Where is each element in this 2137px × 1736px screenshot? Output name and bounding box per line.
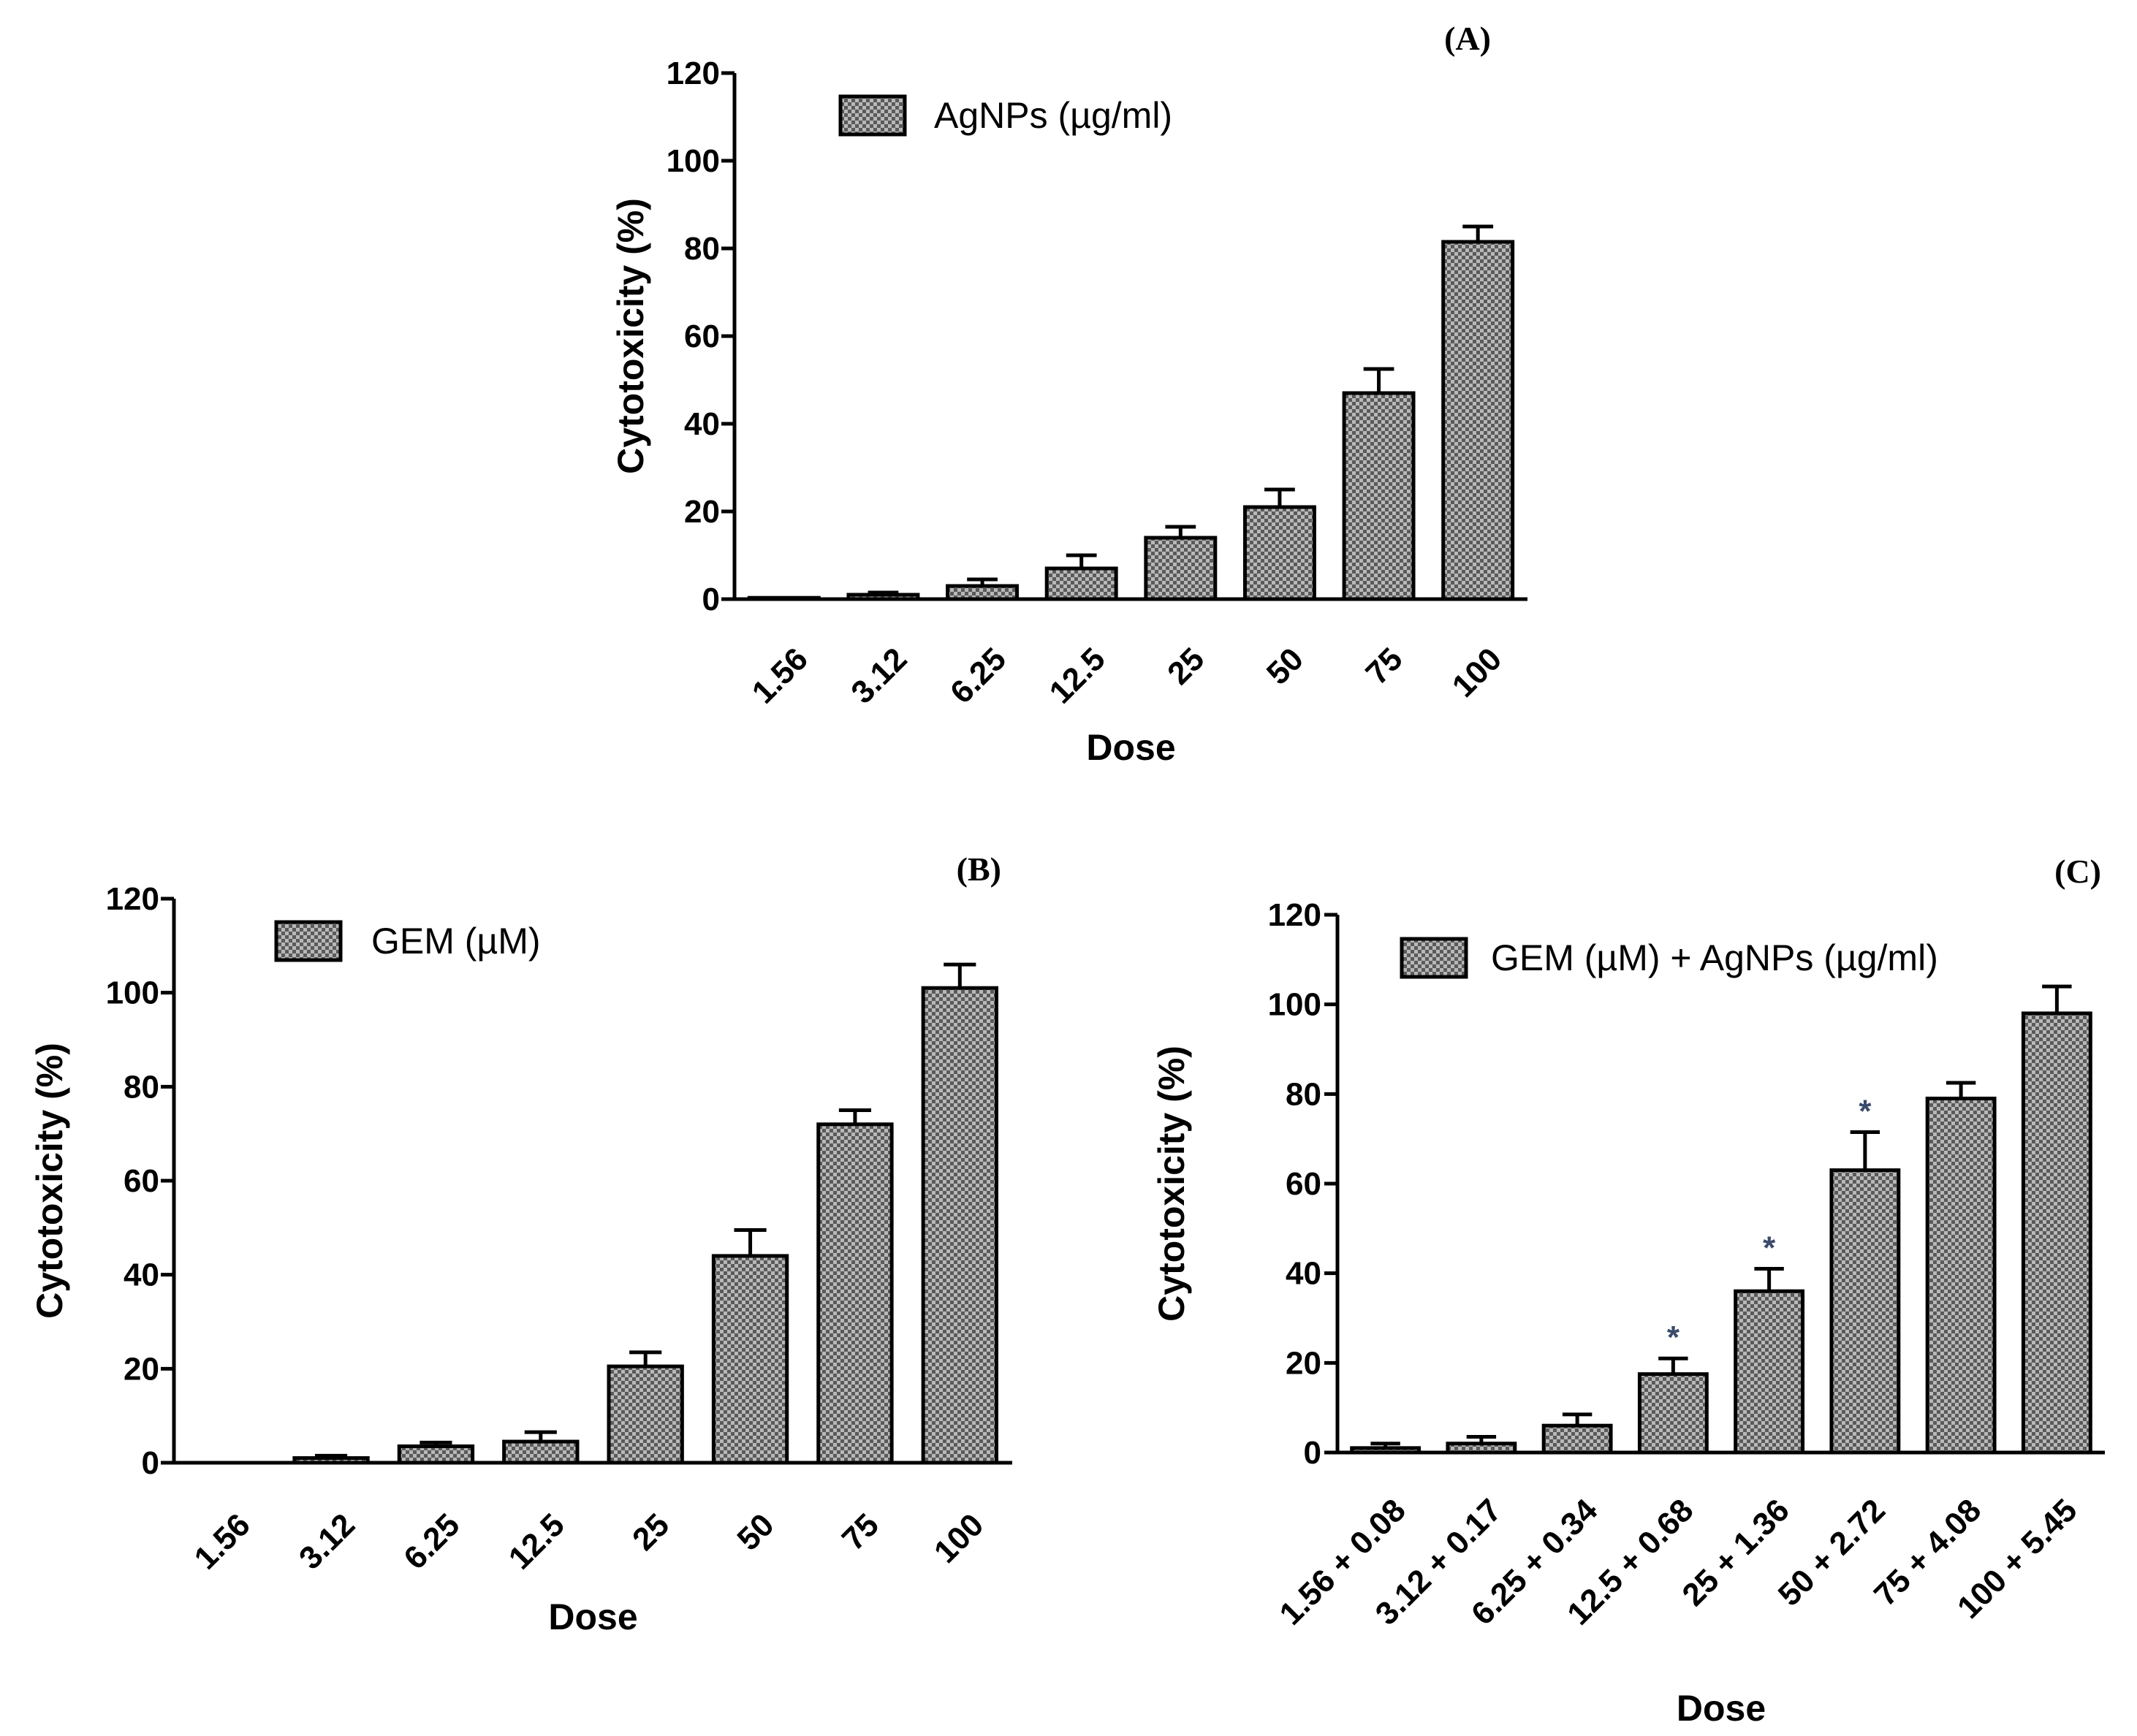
bar-c	[2021, 1011, 2092, 1455]
bar-a	[1242, 505, 1316, 601]
bar-c	[1637, 1372, 1709, 1455]
bar-c	[1541, 1423, 1613, 1455]
y-tick-label-a: 0	[702, 582, 720, 617]
y-tick-label-b: 80	[124, 1069, 159, 1105]
y-tick-label-b: 120	[106, 881, 159, 917]
bar-c	[1829, 1168, 1901, 1455]
y-tick-label-c: 40	[1286, 1256, 1321, 1292]
bar-a	[1044, 566, 1118, 601]
y-tick-label-b: 60	[124, 1163, 159, 1199]
bar-c	[1734, 1289, 1805, 1455]
bar-c	[1350, 1446, 1421, 1455]
x-tick-label-a: 6.25	[944, 641, 1013, 710]
y-tick-label-c: 100	[1268, 987, 1321, 1023]
y-tick-label-b: 0	[142, 1445, 159, 1481]
bar-b	[292, 1456, 370, 1465]
bar-b	[816, 1122, 894, 1465]
bar-a	[846, 593, 920, 601]
y-tick-label-a: 40	[684, 406, 720, 442]
legend-label-b: GEM (µM)	[371, 921, 541, 962]
y-tick-label-c: 0	[1304, 1435, 1321, 1471]
y-tick-label-b: 100	[106, 975, 159, 1011]
legend-swatch-c	[1400, 937, 1468, 979]
panel-label-a: (A)	[1444, 20, 1491, 57]
significance-star-c: *	[1763, 1230, 1776, 1266]
x-tick-label-a: 3.12	[844, 641, 914, 710]
x-tick-label-b: 6.25	[397, 1507, 466, 1576]
x-tick-label-a: 50	[1260, 641, 1310, 691]
significance-star-c: *	[1859, 1093, 1872, 1129]
x-tick-label-b: 25	[626, 1507, 676, 1557]
x-tick-label-a: 75	[1359, 641, 1409, 691]
x-tick-label-b: 50	[730, 1507, 781, 1557]
y-tick-label-a: 100	[667, 143, 720, 179]
x-tick-label-a: 25	[1161, 641, 1211, 691]
y-tick-label-c: 20	[1286, 1345, 1321, 1381]
y-tick-label-c: 60	[1286, 1166, 1321, 1202]
y-tick-label-c: 120	[1268, 897, 1321, 933]
bar-b	[921, 986, 998, 1465]
legend-label-a: AgNPs (µg/ml)	[934, 95, 1172, 136]
legend-label-c: GEM (µM) + AgNPs (µg/ml)	[1491, 937, 1938, 978]
chart-panel-b: 0 20 40 60 80 100 120 1.56 3.12 6.25 12.5 25 50 75 100…	[29, 850, 1012, 1637]
x-tick-label-b: 100	[927, 1507, 991, 1570]
bar-b	[502, 1439, 580, 1465]
bar-a	[1144, 536, 1218, 601]
y-tick-label-a: 20	[684, 494, 720, 530]
y-tick-label-c: 80	[1286, 1076, 1321, 1112]
legend-swatch-a	[838, 94, 907, 137]
y-axis-title-c: Cytotoxicity (%)	[1151, 1046, 1192, 1322]
y-tick-label-a: 60	[684, 319, 720, 354]
x-axis-title-a: Dose	[1086, 727, 1175, 768]
bar-a	[1342, 391, 1416, 601]
bar-c	[1446, 1442, 1517, 1455]
x-tick-label-b: 3.12	[292, 1507, 362, 1576]
panel-label-c: (C)	[2054, 853, 2101, 890]
x-tick-label-a: 100	[1446, 641, 1509, 704]
y-tick-label-a: 120	[667, 56, 720, 91]
x-tick-label-a: 12.5	[1043, 641, 1112, 710]
y-axis-title-b: Cytotoxicity (%)	[29, 1043, 70, 1319]
y-tick-label-a: 80	[684, 231, 720, 267]
y-axis-title-a: Cytotoxicity (%)	[610, 198, 651, 474]
bar-b	[711, 1254, 789, 1465]
x-tick-label-b: 1.56	[188, 1507, 257, 1576]
bar-a	[747, 595, 821, 601]
x-axis-title-c: Dose	[1677, 1688, 1766, 1729]
bar-c	[1925, 1096, 1997, 1455]
legend-swatch-b	[274, 920, 343, 962]
panel-label-b: (B)	[957, 850, 1001, 888]
bar-a	[1441, 240, 1515, 601]
bar-b	[607, 1364, 684, 1465]
x-tick-label-b: 75	[835, 1507, 886, 1557]
y-tick-label-b: 20	[124, 1351, 159, 1387]
y-tick-label-b: 40	[124, 1257, 159, 1293]
x-axis-title-b: Dose	[548, 1596, 637, 1637]
bar-b	[397, 1444, 475, 1465]
x-tick-label-a: 1.56	[745, 641, 815, 710]
chart-panel-a: 0 20 40 60 80 100 120 1.56 3.12 6.25 12.5 25 50 75 100…	[610, 20, 1527, 768]
significance-star-c: *	[1667, 1320, 1680, 1355]
bar-a	[946, 584, 1020, 601]
x-tick-label-b: 12.5	[502, 1507, 572, 1576]
